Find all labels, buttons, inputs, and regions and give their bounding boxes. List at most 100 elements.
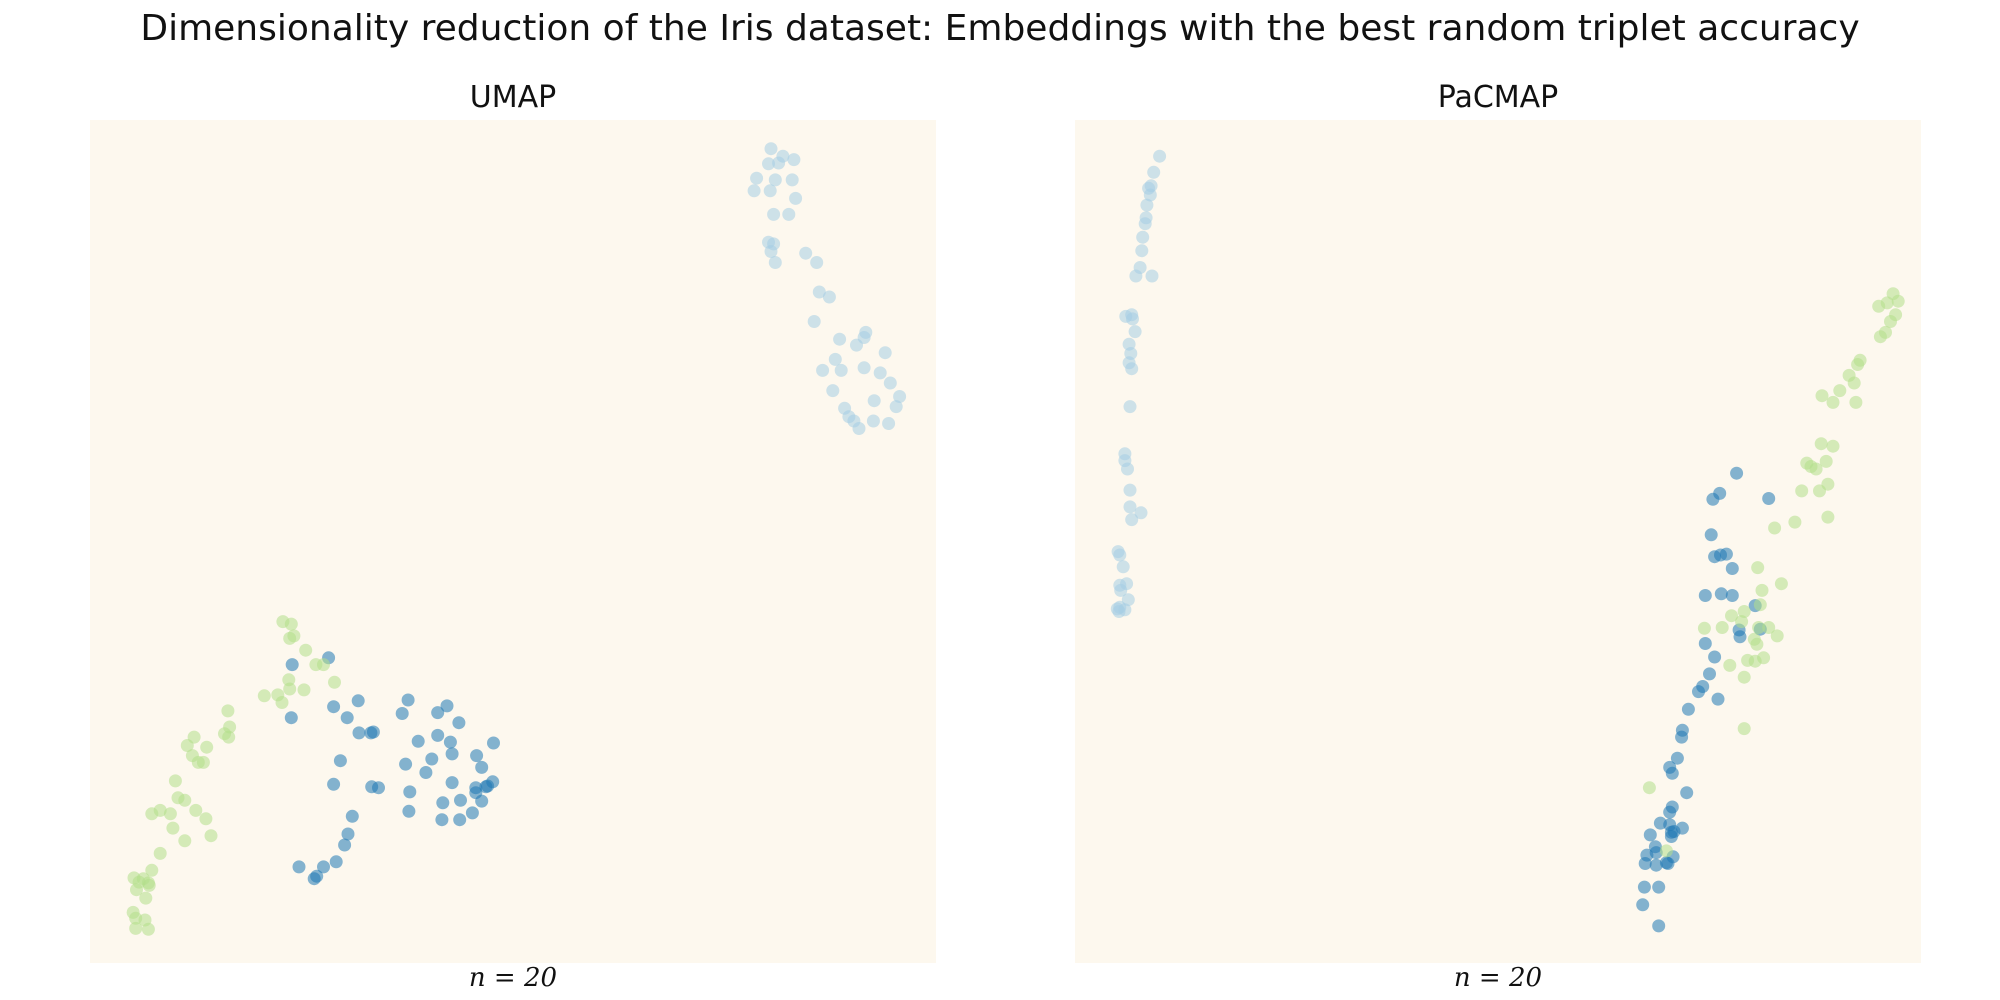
- data-point: [873, 366, 887, 380]
- data-point: [1704, 528, 1718, 542]
- data-point: [338, 838, 352, 852]
- data-point: [145, 863, 159, 877]
- data-point: [166, 821, 180, 835]
- data-point: [1652, 919, 1666, 933]
- data-point: [1134, 506, 1148, 520]
- data-point: [178, 793, 192, 807]
- data-point: [1698, 637, 1712, 650]
- data-point: [1680, 786, 1694, 800]
- data-point: [1725, 609, 1738, 623]
- data-point: [1636, 898, 1650, 912]
- data-point: [893, 390, 907, 403]
- data-point: [1768, 521, 1782, 535]
- data-point: [772, 156, 786, 170]
- data-point: [1711, 692, 1725, 706]
- series-2: [126, 615, 341, 936]
- data-point: [1725, 589, 1739, 602]
- data-point: [882, 417, 896, 430]
- umap-scatter-plot: [90, 120, 936, 963]
- data-point: [1815, 389, 1829, 403]
- data-point: [787, 153, 801, 167]
- data-point: [452, 716, 466, 730]
- data-point: [1757, 651, 1771, 665]
- data-point: [1747, 632, 1761, 646]
- data-point: [1735, 615, 1749, 629]
- data-point: [487, 736, 500, 750]
- data-point: [1826, 439, 1840, 453]
- pacmap-panel-title: PaCMAP: [1437, 80, 1559, 115]
- data-point: [782, 207, 796, 221]
- data-point: [180, 739, 194, 752]
- data-point: [317, 658, 330, 672]
- data-point: [1755, 583, 1769, 597]
- figure-title: Dimensionality reduction of the Iris dat…: [140, 8, 1860, 49]
- data-point: [333, 754, 347, 768]
- data-point: [1762, 621, 1776, 634]
- data-point: [1715, 621, 1729, 634]
- data-point: [1821, 510, 1835, 524]
- data-point: [364, 726, 378, 740]
- data-point: [812, 285, 826, 299]
- data-point: [145, 807, 159, 821]
- data-point: [1637, 880, 1651, 894]
- data-point: [307, 872, 321, 886]
- data-point: [345, 809, 359, 823]
- data-point: [1813, 484, 1826, 498]
- data-point: [1884, 315, 1897, 328]
- data-point: [453, 813, 467, 827]
- data-point: [1733, 630, 1747, 644]
- data-point: [431, 728, 445, 742]
- data-point: [204, 829, 218, 843]
- data-point: [445, 747, 459, 761]
- data-point: [1123, 483, 1137, 497]
- data-point: [1659, 844, 1673, 858]
- data-point: [470, 749, 484, 763]
- data-point: [1121, 593, 1135, 607]
- data-point: [299, 643, 313, 657]
- data-point: [341, 827, 355, 841]
- data-point: [1147, 165, 1161, 179]
- data-point: [1730, 466, 1744, 480]
- data-point: [284, 617, 298, 631]
- data-point: [1804, 460, 1818, 473]
- data-point: [469, 781, 483, 795]
- data-point: [828, 352, 842, 366]
- data-point: [1753, 598, 1767, 612]
- data-point: [317, 860, 330, 874]
- data-point: [1819, 454, 1833, 468]
- data-point: [1123, 500, 1137, 514]
- data-point: [454, 793, 467, 807]
- data-point: [1125, 362, 1139, 376]
- data-point: [852, 422, 866, 435]
- data-point: [329, 855, 343, 869]
- data-point: [816, 363, 830, 377]
- data-point: [139, 891, 153, 905]
- umap-panel-title: UMAP: [469, 80, 557, 115]
- data-point: [1140, 198, 1154, 212]
- data-point: [395, 707, 409, 720]
- data-point: [1770, 629, 1784, 643]
- data-point: [285, 658, 299, 672]
- data-point: [763, 184, 777, 198]
- data-point: [481, 779, 495, 793]
- data-point: [200, 740, 214, 754]
- data-point: [1128, 325, 1142, 339]
- data-point: [168, 774, 182, 788]
- pacmap-x-label: n = 20: [1453, 963, 1543, 993]
- data-point: [1638, 857, 1652, 870]
- data-point: [1143, 188, 1157, 202]
- data-point: [785, 173, 799, 187]
- data-point: [435, 813, 449, 827]
- data-point: [1814, 437, 1828, 451]
- data-point: [351, 694, 365, 708]
- data-point: [768, 256, 782, 269]
- data-point: [419, 766, 433, 779]
- data-point: [402, 804, 416, 818]
- data-point: [799, 246, 813, 260]
- data-point: [789, 191, 803, 205]
- data-point: [292, 860, 306, 874]
- plot-background: [90, 120, 936, 963]
- data-point: [340, 711, 354, 725]
- series-1: [1636, 466, 1776, 933]
- data-point: [883, 376, 897, 390]
